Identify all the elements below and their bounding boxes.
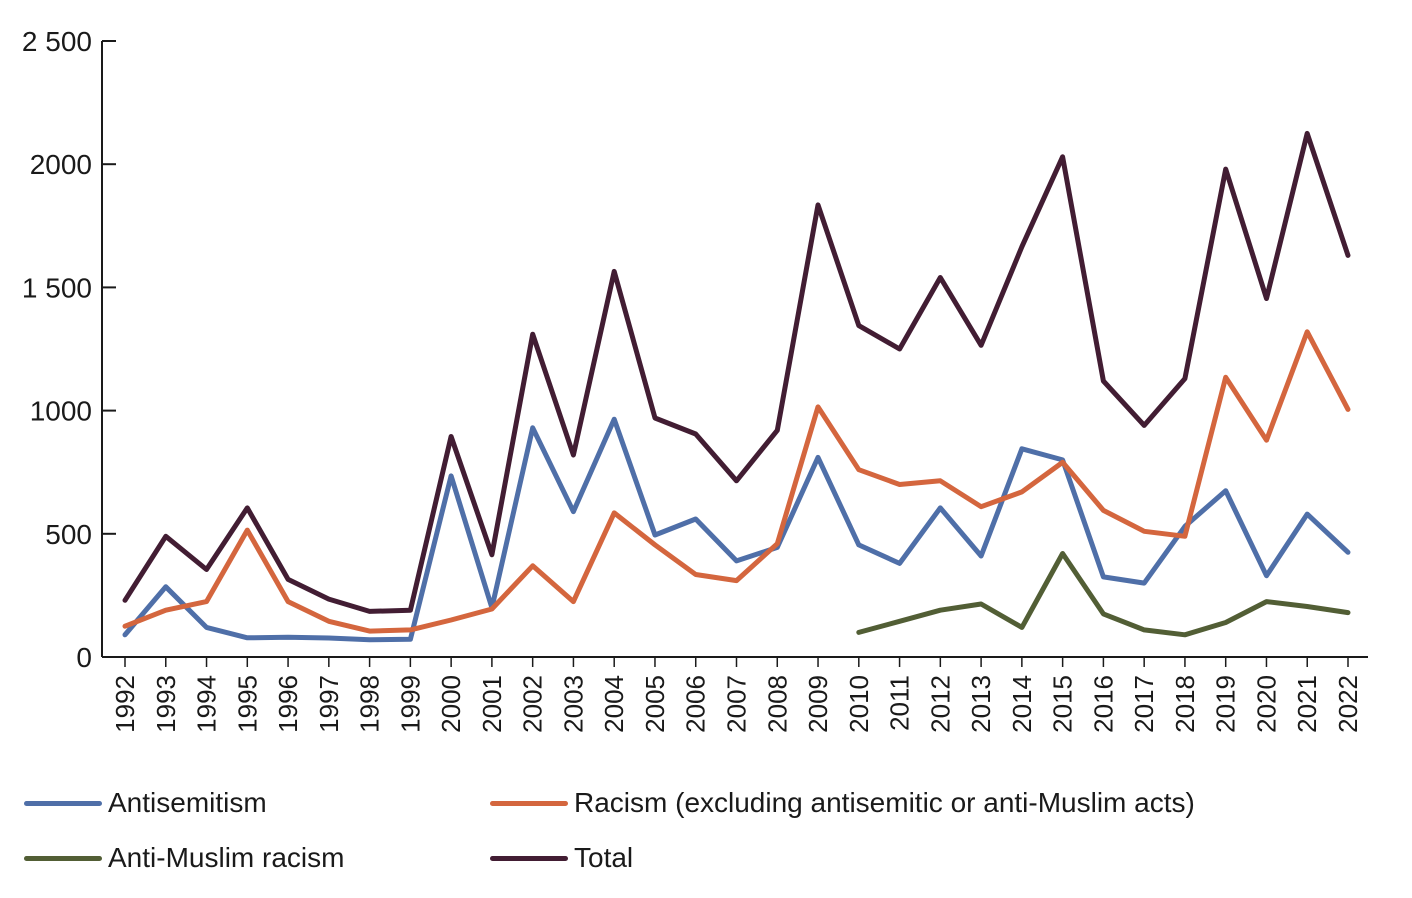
series-line-total bbox=[122, 130, 1351, 614]
x-tick-label: 2007 bbox=[722, 675, 752, 733]
x-tick-label: 1998 bbox=[355, 675, 385, 733]
x-tick-label: 2016 bbox=[1088, 675, 1118, 733]
legend-label-total: Total bbox=[574, 842, 634, 873]
legend-label-anti-muslim-racism: Anti-Muslim racism bbox=[108, 842, 345, 873]
y-tick-label: 2 500 bbox=[22, 26, 92, 57]
x-tick-label: 2019 bbox=[1211, 675, 1241, 733]
x-tick-label: 2004 bbox=[599, 675, 629, 733]
y-tick-label: 0 bbox=[76, 642, 92, 673]
legend-swatch-total bbox=[490, 855, 568, 861]
legend-swatch-racism bbox=[490, 800, 568, 806]
x-tick-label: 1996 bbox=[273, 675, 303, 733]
x-tick-label: 2009 bbox=[803, 675, 833, 733]
x-tick-label: 1992 bbox=[110, 675, 140, 733]
y-tick-label: 2000 bbox=[30, 149, 92, 180]
x-tick-label: 2015 bbox=[1048, 675, 1078, 733]
x-tick-label: 2000 bbox=[436, 675, 466, 733]
x-tick-label: 2020 bbox=[1251, 675, 1281, 733]
y-tick-label: 1000 bbox=[30, 396, 92, 427]
series-lines bbox=[122, 130, 1351, 643]
series-line-antisemitism bbox=[122, 416, 1351, 643]
x-tick-label: 1999 bbox=[395, 675, 425, 733]
legend-item-racism: Racism (excluding antisemitic or anti-Mu… bbox=[490, 783, 1195, 823]
x-tick-label: 2003 bbox=[558, 675, 588, 733]
x-tick-label: 1993 bbox=[151, 675, 181, 733]
x-tick-label: 2001 bbox=[477, 675, 507, 733]
legend-label-antisemitism: Antisemitism bbox=[108, 787, 267, 818]
legend-label-racism: Racism (excluding antisemitic or anti-Mu… bbox=[574, 787, 1195, 818]
x-tick-label: 2022 bbox=[1333, 675, 1363, 733]
series-antisemitism bbox=[122, 416, 1351, 643]
legend-swatch-antisemitism bbox=[24, 800, 102, 806]
x-tick-label: 2005 bbox=[640, 675, 670, 733]
x-tick-label: 1997 bbox=[314, 675, 344, 733]
x-tick-label: 2018 bbox=[1170, 675, 1200, 733]
legend-item-antisemitism: Antisemitism bbox=[24, 783, 267, 823]
x-tick-label: 2011 bbox=[885, 675, 915, 731]
y-axis: 0 500 1000 1 500 2000 2 500 bbox=[22, 26, 116, 673]
x-tick-label: 2012 bbox=[925, 675, 955, 733]
y-tick-label: 1 500 bbox=[22, 272, 92, 303]
legend-item-anti-muslim-racism: Anti-Muslim racism bbox=[24, 838, 344, 878]
legend-item-total: Total bbox=[490, 838, 633, 878]
x-tick-label: 2013 bbox=[966, 675, 996, 733]
x-tick-label: 1995 bbox=[232, 675, 262, 733]
x-tick-label: 2021 bbox=[1292, 675, 1322, 733]
x-tick-label: 2008 bbox=[762, 675, 792, 733]
series-line-racism-excluding-antisemitic-or-anti-muslim-acts bbox=[122, 329, 1351, 634]
x-tick-label: 2010 bbox=[844, 675, 874, 733]
series-line-anti-muslim-racism bbox=[856, 551, 1351, 638]
y-tick-label: 500 bbox=[45, 519, 92, 550]
x-tick-label: 1994 bbox=[192, 675, 222, 733]
x-tick-label: 2014 bbox=[1007, 675, 1037, 733]
x-tick-label: 2002 bbox=[518, 675, 548, 733]
x-tick-label: 2017 bbox=[1129, 675, 1159, 733]
x-axis: 1992 1993 1994 1995 1996 1997 1998 1999 2000 2001… bbox=[102, 656, 1368, 733]
legend-swatch-anti-muslim-racism bbox=[24, 855, 102, 861]
x-tick-label: 2006 bbox=[681, 675, 711, 733]
series-total bbox=[122, 130, 1351, 614]
series-anti-muslim-racism bbox=[856, 551, 1351, 638]
series-racism-excluding-antisemitic-or-anti-muslim-acts bbox=[122, 329, 1351, 634]
